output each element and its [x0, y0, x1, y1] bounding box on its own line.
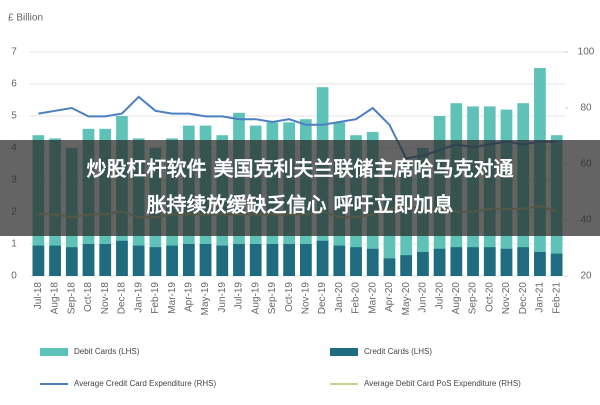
bar — [49, 245, 61, 276]
y-axis-label: £ Billion — [8, 13, 43, 24]
bar — [182, 244, 195, 276]
x-tick-label: Jun-20 — [418, 282, 429, 313]
bar — [283, 244, 295, 276]
x-tick-label: Mar-20 — [367, 282, 378, 314]
x-tick-label: May-20 — [401, 282, 412, 316]
bar — [500, 248, 513, 276]
x-tick-label: Feb-19 — [150, 282, 161, 314]
bar — [266, 244, 279, 276]
x-tick-label: Nov-18 — [100, 282, 111, 315]
bar — [233, 244, 245, 276]
x-tick-label: Aug-20 — [451, 282, 462, 315]
bar — [366, 248, 379, 276]
y2-tick-label: 20 — [580, 271, 592, 282]
bar — [199, 244, 212, 276]
x-tick-label: May-19 — [200, 282, 211, 316]
x-tick-label: Dec-18 — [117, 282, 128, 315]
banner-text: 胀持续放缓缺乏信心 呼吁立即加息 — [147, 193, 454, 217]
x-tick-label: Dec-19 — [317, 282, 328, 315]
bar — [166, 245, 178, 276]
bar — [216, 245, 229, 276]
bar — [132, 245, 145, 276]
bar — [450, 247, 463, 276]
bar — [350, 247, 362, 276]
x-tick-label: Nov-20 — [501, 282, 512, 315]
bar — [383, 258, 396, 276]
bar — [417, 252, 429, 276]
x-tick-label: Jan-21 — [535, 282, 546, 313]
x-tick-label: Jul-20 — [434, 282, 445, 310]
bar — [517, 247, 530, 276]
x-tick-label: Mar-19 — [167, 282, 178, 314]
x-tick-label: Sep-18 — [66, 282, 77, 315]
legend-label: Average Credit Card Expenditure (RHS) — [74, 379, 216, 388]
x-tick-label: Sep-20 — [468, 282, 479, 315]
legend-label: Credit Cards (LHS) — [364, 347, 432, 356]
legend-swatch — [330, 348, 358, 356]
x-tick-label: Feb-21 — [551, 282, 562, 314]
bar — [65, 247, 78, 276]
y-tick-label: 5 — [11, 111, 17, 122]
bar — [550, 253, 563, 276]
bar — [300, 244, 312, 276]
x-tick-label: Aug-19 — [250, 282, 261, 315]
y2-tick-label: 100 — [578, 47, 595, 58]
bar — [483, 247, 496, 276]
legend-swatch — [40, 348, 68, 356]
banner-text: 炒股杠杆软件 美国克利夫兰联储主席哈马克对通 — [87, 157, 514, 181]
x-tick-label: Apr-20 — [384, 282, 395, 312]
bar — [32, 245, 45, 276]
x-tick-label: Jan-20 — [334, 282, 345, 313]
x-tick-label: Jul-18 — [33, 282, 44, 310]
bar — [149, 247, 162, 276]
x-tick-label: Sep-19 — [267, 282, 278, 315]
bar — [249, 244, 262, 276]
bar — [534, 252, 546, 276]
x-tick-label: Oct-18 — [83, 282, 94, 312]
x-tick-label: Apr-19 — [183, 282, 194, 312]
y-tick-label: 7 — [11, 47, 17, 58]
x-tick-label: Feb-20 — [351, 282, 362, 314]
bar — [99, 244, 112, 276]
x-tick-label: Jan-19 — [133, 282, 144, 313]
y-tick-label: 6 — [11, 79, 17, 90]
legend-label: Debit Cards (LHS) — [74, 347, 140, 356]
bar — [116, 240, 128, 276]
x-tick-label: Nov-19 — [301, 282, 312, 315]
x-tick-label: Oct-20 — [484, 282, 495, 312]
x-tick-label: Dec-20 — [518, 282, 529, 315]
bar — [433, 248, 446, 276]
bar — [82, 244, 95, 276]
y2-tick-label: 80 — [580, 103, 592, 114]
x-tick-label: Aug-18 — [50, 282, 61, 315]
bar — [467, 247, 479, 276]
y-tick-label: 0 — [11, 271, 17, 282]
x-tick-label: Jul-19 — [234, 282, 245, 310]
banner-background — [0, 140, 600, 236]
legend-label: Average Debit Card PoS Expenditure (RHS) — [364, 379, 521, 388]
bar — [400, 255, 413, 276]
x-tick-label: Jun-19 — [217, 282, 228, 313]
x-tick-label: Oct-19 — [284, 282, 295, 312]
y-tick-label: 1 — [11, 239, 17, 250]
bar — [316, 240, 329, 276]
bar — [333, 245, 346, 276]
